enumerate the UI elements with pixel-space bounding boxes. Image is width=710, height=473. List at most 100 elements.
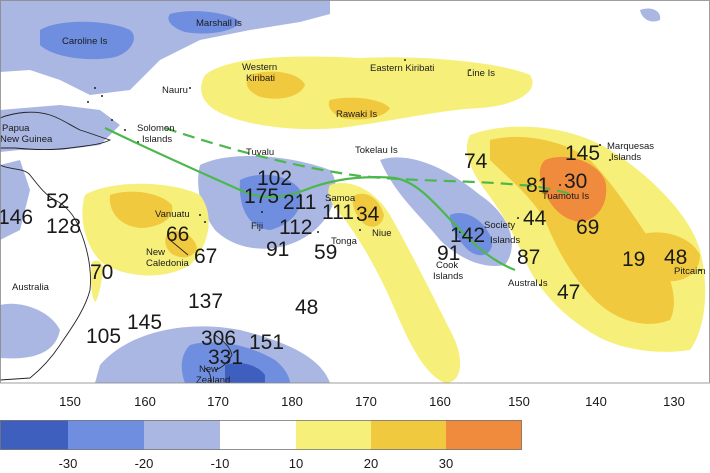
colorbar-bin (220, 420, 296, 450)
label-solomon-1: Solomon (137, 123, 175, 134)
anomaly-region-niue-yellow (328, 183, 461, 383)
newzealand-south-coast (204, 367, 212, 384)
label-marquesas-2: Islands (611, 152, 641, 163)
lon-tick: 130 (663, 394, 685, 409)
label-marshall: Marshall Is (196, 18, 242, 29)
value-331: 331 (208, 346, 243, 369)
new-caledonia-coast (169, 239, 189, 256)
negative-anomaly-regions (0, 0, 661, 383)
value-91-fiji: 91 (266, 238, 289, 261)
value-19: 19 (622, 248, 645, 271)
longitude-axis: 150 160 170 180 170 160 150 140 130 (59, 394, 685, 409)
colorbar-bin (68, 420, 144, 450)
value-306: 306 (201, 327, 236, 350)
anomaly-region-caroline-blue (40, 21, 134, 60)
lon-tick: 170 (355, 394, 377, 409)
value-30: 30 (564, 170, 587, 193)
label-papua-2: New Guinea (0, 134, 53, 145)
spcz-climatology-line (104, 127, 516, 272)
spcz-dashed-line (164, 126, 576, 197)
value-52: 52 (46, 190, 69, 213)
lon-tick: 150 (59, 394, 81, 409)
value-44: 44 (523, 207, 547, 230)
value-48-south: 48 (295, 296, 318, 319)
value-69: 69 (576, 216, 599, 239)
anomaly-region-fiji-blue-core (239, 174, 301, 230)
value-81: 81 (526, 174, 549, 197)
anomaly-region-marshall-blue (168, 11, 240, 34)
coastlines (0, 111, 233, 384)
spcz-lines (104, 126, 576, 272)
value-145-tasman: 145 (127, 311, 162, 334)
value-34: 34 (356, 203, 380, 226)
value-128: 128 (46, 215, 81, 238)
lon-tick: 140 (585, 394, 607, 409)
value-59: 59 (314, 241, 337, 264)
map-area: Caroline Is Marshall Is Western Kiribati… (0, 0, 710, 386)
label-society-2: Islands (490, 235, 520, 246)
colorbar-bin (371, 420, 446, 450)
percentage-values: 146 52 128 70 66 67 102 175 211 111 34 1… (0, 142, 687, 369)
colorbar-border (0, 420, 522, 450)
label-caroline: Caroline Is (62, 36, 108, 47)
colorbar-bin (144, 420, 220, 450)
value-87: 87 (517, 246, 540, 269)
colorbar-tick: -20 (135, 456, 154, 471)
anomaly-region-northeast-blue (640, 8, 661, 22)
newzealand-north-coast (214, 334, 233, 371)
label-australia: Australia (12, 282, 50, 293)
label-new-zealand-1: New (199, 364, 218, 375)
label-marquesas-1: Marquesas (607, 141, 654, 152)
value-91-cook: 91 (437, 242, 460, 265)
place-labels: Caroline Is Marshall Is Western Kiribati… (0, 18, 706, 386)
colorbar-tick: -30 (59, 456, 78, 471)
anomaly-region-vanuatu-mid (109, 191, 173, 228)
label-western-kiribati-2: Kiribati (246, 73, 275, 84)
value-74: 74 (464, 150, 488, 173)
value-102: 102 (257, 167, 292, 190)
papua-coast (0, 111, 112, 150)
label-society-1: Society (484, 220, 515, 231)
positive-anomaly-regions (82, 56, 706, 383)
label-new-caledonia-2: Caledonia (146, 258, 189, 269)
value-111: 111 (322, 201, 354, 224)
anomaly-region-pitcairn-orange (637, 232, 700, 282)
anomaly-region-papua-blue (0, 105, 120, 152)
label-cook-1: Cook (436, 260, 458, 271)
label-cook-2: Islands (433, 271, 463, 282)
label-fiji: Fiji (251, 221, 263, 232)
lon-tick: 160 (429, 394, 451, 409)
colorbar-bin (0, 420, 68, 450)
value-146: 146 (0, 206, 33, 229)
value-48-pitcairn: 48 (664, 246, 687, 269)
value-105: 105 (86, 325, 121, 348)
label-samoa: Samoa (325, 193, 356, 204)
label-solomon-2: Islands (142, 134, 172, 145)
colorbar-tick: 30 (439, 456, 453, 471)
value-67: 67 (194, 245, 217, 268)
value-137: 137 (188, 290, 223, 313)
label-eastern-kiribati: Eastern Kiribati (370, 63, 434, 74)
value-112: 112 (279, 216, 312, 239)
label-austral: Austral Is (508, 278, 548, 289)
label-papua-1: Papua (2, 123, 30, 134)
label-nauru: Nauru (162, 85, 188, 96)
anomaly-region-rawaki-mid (328, 97, 390, 120)
label-rawaki: Rawaki Is (336, 109, 377, 120)
lon-tick: 150 (508, 394, 530, 409)
anomaly-region-niue-mid (352, 193, 384, 227)
australia-coast (0, 164, 91, 381)
label-tonga: Tonga (331, 236, 358, 247)
value-66: 66 (166, 223, 189, 246)
anomaly-region-tasman-blue (0, 303, 60, 359)
lon-tick: 170 (207, 394, 229, 409)
label-western-kiribati-1: Western (242, 62, 277, 73)
lon-tick: 180 (281, 394, 303, 409)
small-islands (87, 59, 701, 286)
colorbar-bin (446, 420, 522, 450)
colorbar-tick: 20 (364, 456, 378, 471)
value-151: 151 (249, 331, 284, 354)
lon-tick: 160 (134, 394, 156, 409)
value-47: 47 (557, 281, 580, 304)
